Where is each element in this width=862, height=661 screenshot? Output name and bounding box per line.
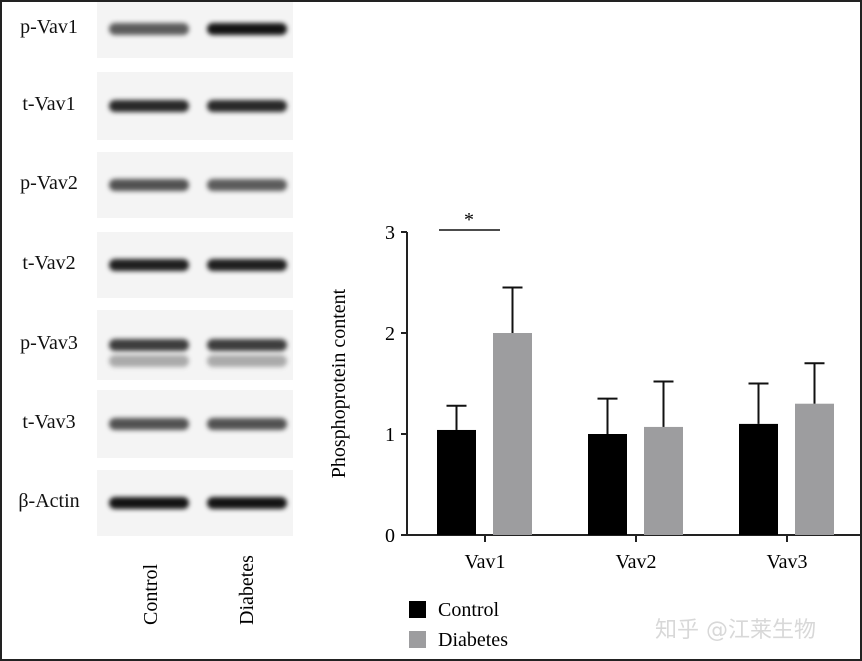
blot-label: t-Vav3 — [22, 411, 76, 433]
legend-label: Diabetes — [438, 629, 508, 651]
blot-band — [207, 259, 287, 271]
blot-label: t-Vav1 — [22, 93, 76, 115]
blot-label: t-Vav2 — [22, 252, 76, 274]
blot-strip — [97, 72, 293, 140]
blot-strip — [97, 310, 293, 380]
bar — [644, 426, 683, 535]
y-tick-label: 2 — [385, 323, 395, 345]
blot-label: p-Vav3 — [20, 332, 78, 354]
bar — [739, 423, 778, 535]
legend-swatch — [409, 601, 426, 618]
x-tick-label: Vav1 — [464, 551, 505, 573]
blot-band — [207, 497, 287, 509]
blot-label: p-Vav2 — [20, 172, 78, 194]
blot-band — [109, 355, 189, 367]
blot-band — [207, 23, 287, 35]
legend-label: Control — [438, 599, 500, 621]
watermark: 知乎 @江莱生物 — [655, 618, 816, 643]
legend-swatch — [409, 631, 426, 648]
blot-strip — [97, 232, 293, 298]
blot-band — [207, 339, 287, 351]
y-tick-label: 0 — [385, 525, 395, 547]
blot-band — [207, 418, 287, 430]
bar — [493, 333, 532, 535]
blot-label: p-Vav1 — [20, 16, 78, 38]
bar — [437, 429, 476, 535]
blot-label: β-Actin — [18, 490, 80, 512]
blot-strip — [97, 0, 293, 58]
blot-band — [207, 179, 287, 191]
blot-band — [109, 418, 189, 430]
blot-band — [207, 100, 287, 112]
blot-strip — [97, 470, 293, 536]
blot-band — [109, 100, 189, 112]
x-tick-label: Vav3 — [766, 551, 807, 573]
blot-band — [109, 259, 189, 271]
blot-band — [207, 355, 287, 367]
blot-strip — [97, 390, 293, 458]
bar — [795, 403, 834, 535]
blot-strip — [97, 152, 293, 218]
blot-band — [109, 23, 189, 35]
blot-band — [109, 339, 189, 351]
blot-band — [109, 179, 189, 191]
significance-marker: * — [464, 209, 474, 231]
y-tick-label: 1 — [385, 424, 395, 446]
bar — [588, 434, 627, 535]
x-tick-label: Vav2 — [615, 551, 656, 573]
y-tick-label: 3 — [385, 222, 395, 244]
y-axis-label: Phosphoprotein content — [328, 288, 350, 478]
blot-band — [109, 497, 189, 509]
